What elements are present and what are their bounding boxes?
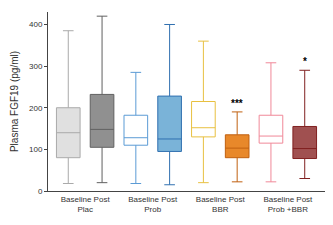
svg-text:Baseline PostProb: Baseline PostProb	[128, 195, 178, 214]
svg-text:***: ***	[231, 98, 243, 109]
svg-text:Baseline PostBBR: Baseline PostBBR	[196, 195, 246, 214]
svg-text:400: 400	[29, 20, 43, 29]
svg-text:*: *	[303, 56, 307, 67]
svg-text:0: 0	[38, 187, 43, 196]
svg-text:100: 100	[29, 145, 43, 154]
svg-text:Plasma FGF19 (pg/ml): Plasma FGF19 (pg/ml)	[9, 51, 20, 152]
svg-text:200: 200	[29, 104, 43, 113]
svg-text:Baseline PostProb +BBR: Baseline PostProb +BBR	[263, 195, 313, 214]
svg-text:Baseline PostPlac: Baseline PostPlac	[61, 195, 111, 214]
svg-text:300: 300	[29, 62, 43, 71]
